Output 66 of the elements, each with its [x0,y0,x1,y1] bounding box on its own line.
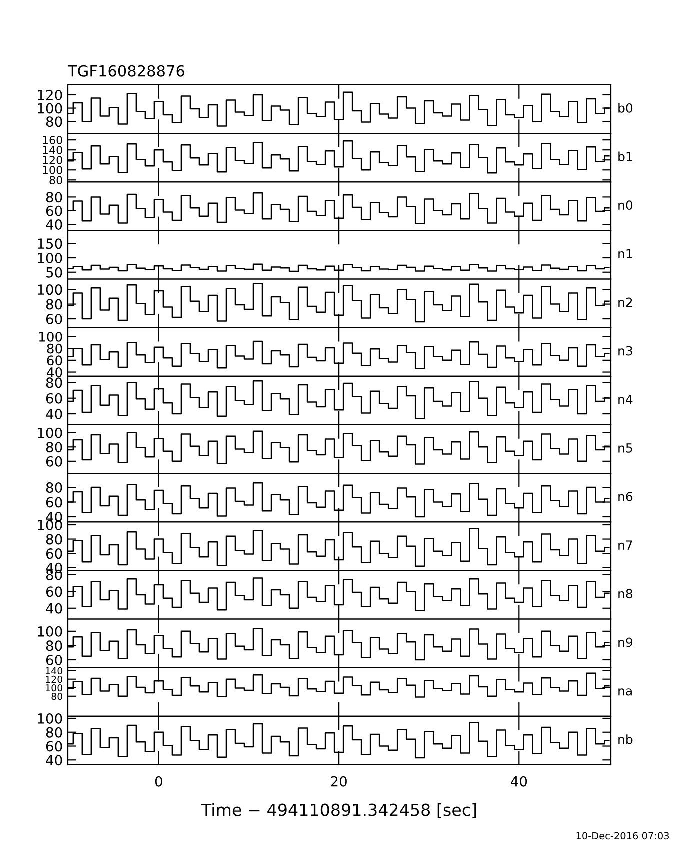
y-tick-label: 40 [46,512,62,522]
text: n2 [618,298,632,308]
y-tick-label: 120 [38,90,62,100]
y-tick-label: 60 [46,393,62,404]
y-tick-label: 80 [47,344,62,354]
text: n8 [618,589,633,599]
y-tick-label: 100 [38,284,62,296]
y-tick-label: 120 [43,156,62,164]
y-tick-label: 80 [46,299,62,310]
x-tick-label: 40 [510,776,528,787]
text: n5 [618,444,632,453]
y-tick-label: 80 [46,116,62,128]
y-tick-label: 100 [46,684,63,692]
text: n0 [618,200,633,210]
x-tick-label: 0 [155,776,162,787]
y-tick-label: 60 [46,497,62,508]
y-tick-label: 40 [47,368,62,378]
y-tick-label: 80 [46,442,62,453]
y-tick-label: 80 [46,727,62,738]
y-tick-label: 50 [46,267,62,278]
y-tick-label: 60 [46,741,62,752]
text: nb [618,734,633,744]
y-tick-label: 40 [46,603,62,614]
y-tick-label: 100 [43,166,62,175]
text: n1 [618,249,632,258]
y-tick-label: 80 [46,378,62,388]
text: na [618,688,632,696]
y-tick-label: 80 [46,192,62,203]
chart-title: TGF160828876 [68,65,184,77]
y-tick-label: 60 [46,456,62,467]
y-tick-label: 100 [38,103,62,114]
y-tick-label: 60 [46,654,62,666]
y-tick-label: 60 [47,356,62,366]
text: n7 [618,540,632,550]
y-tick-label: 150 [38,238,62,250]
x-axis-title: Time − 494110891.342458 [sec] [201,803,476,818]
y-tick-label: 40 [46,755,62,766]
text: b1 [618,152,632,162]
y-tick-label: 60 [46,206,62,216]
y-tick-label: 100 [39,332,62,342]
y-tick-label: 160 [43,136,62,144]
y-tick-label: 80 [50,176,62,185]
y-tick-label: 80 [52,692,63,700]
y-tick-label: 60 [46,586,62,598]
y-tick-label: 60 [46,548,62,560]
y-tick-label: 140 [46,667,63,675]
text: b0 [618,103,633,113]
y-tick-label: 100 [38,252,62,264]
y-tick-label: 120 [46,676,63,684]
x-tick-label: 20 [331,776,347,787]
y-tick-label: 80 [46,482,62,494]
y-tick-label: 80 [46,640,62,652]
text: n6 [618,492,633,502]
y-tick-label: 100 [38,626,62,637]
y-tick-label: 100 [38,713,62,724]
text: n3 [618,346,632,356]
y-tick-label: 40 [46,220,62,230]
y-tick-label: 40 [46,409,62,420]
text: n4 [618,395,633,404]
y-tick-label: 140 [43,146,62,154]
y-tick-label: 60 [46,314,62,324]
text: n9 [618,638,633,648]
text: 10-Dec-2016 07:03 [576,832,670,840]
y-tick-label: 80 [46,534,62,545]
y-tick-label: 100 [38,428,62,438]
y-tick-label: 100 [38,520,62,530]
